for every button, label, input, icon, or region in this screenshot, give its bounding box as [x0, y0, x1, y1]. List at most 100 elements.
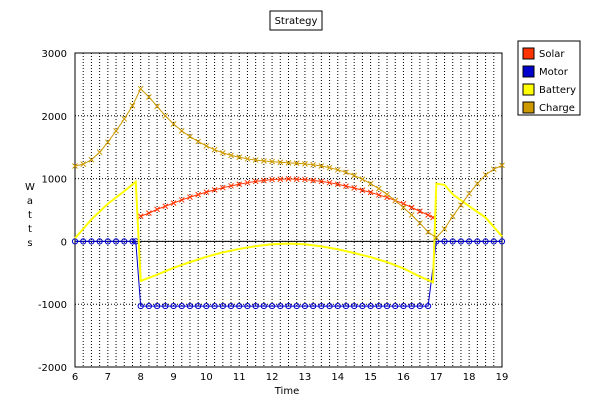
data-point [187, 194, 193, 200]
data-point [261, 158, 267, 164]
x-tick-label: 11 [233, 372, 246, 383]
data-point [203, 143, 210, 149]
data-point [302, 160, 308, 167]
data-point [170, 302, 177, 310]
data-point [499, 162, 505, 169]
data-point [375, 192, 382, 198]
data-point [137, 302, 144, 310]
data-point [400, 204, 407, 211]
series-solar [137, 176, 436, 221]
data-point [219, 149, 226, 156]
y-tick-label: 3000 [42, 49, 67, 60]
y-tick-label: 2000 [42, 112, 67, 123]
data-point [203, 302, 210, 310]
data-point [236, 181, 243, 188]
data-point [334, 166, 341, 173]
data-point [186, 302, 194, 310]
data-point [474, 180, 481, 187]
data-point [466, 190, 473, 197]
data-point [343, 183, 349, 189]
data-point [228, 152, 234, 159]
data-point [228, 182, 234, 189]
data-point [80, 161, 87, 168]
data-point [113, 128, 119, 134]
data-point [219, 302, 226, 310]
data-point [425, 229, 431, 235]
data-point [244, 155, 251, 162]
data-point [277, 159, 284, 166]
data-point [417, 220, 423, 227]
data-point [351, 185, 358, 191]
data-point [129, 238, 136, 245]
series-line-motor [75, 240, 502, 307]
data-point [359, 176, 366, 183]
x-tick-label: 15 [364, 372, 377, 383]
data-point [178, 302, 185, 310]
data-point [351, 302, 358, 310]
data-point [252, 302, 259, 310]
data-point [408, 204, 415, 211]
x-tick-label: 17 [430, 372, 443, 383]
data-point [96, 149, 103, 156]
grid [74, 52, 503, 368]
data-point [400, 302, 407, 310]
data-point [88, 156, 95, 163]
data-point [367, 180, 374, 187]
x-tick-label: 19 [496, 372, 509, 383]
data-point [343, 169, 349, 176]
chart-title: Strategy [275, 16, 318, 27]
data-point [310, 177, 316, 184]
series-line-solar [140, 178, 434, 218]
x-tick-label: 10 [200, 372, 213, 383]
data-point [211, 146, 218, 153]
y-tick-label: 0 [61, 237, 67, 248]
data-point [236, 302, 243, 310]
x-tick-label: 18 [463, 372, 476, 383]
data-point [310, 161, 316, 168]
data-point [326, 302, 333, 310]
data-point [474, 238, 481, 245]
series-layer [71, 85, 506, 310]
data-point [424, 302, 432, 310]
data-point [227, 302, 235, 310]
data-point [112, 238, 120, 245]
title-box [269, 10, 323, 31]
data-point [375, 185, 382, 192]
x-tick-label: 8 [138, 372, 144, 383]
data-point [342, 302, 350, 310]
data-point [293, 160, 300, 167]
data-point [417, 208, 423, 215]
tick-labels: 6 7 8 9 10 11 12 13 14 15 16 17 18 19 -2000 -1000 0 1000 2… [38, 49, 508, 383]
data-point [285, 160, 292, 166]
x-axis-label: Time [274, 386, 299, 397]
data-point [458, 202, 464, 208]
data-point [170, 200, 177, 206]
data-point [261, 177, 267, 184]
data-point [121, 116, 128, 122]
data-point [441, 225, 448, 232]
data-point [457, 238, 465, 245]
data-point [88, 238, 95, 245]
data-point [466, 238, 473, 245]
legend: Solar Motor Battery Charge [517, 40, 581, 116]
data-point [490, 166, 497, 173]
x-tick-label: 14 [331, 372, 344, 383]
data-point [277, 176, 284, 183]
data-point [482, 171, 489, 178]
data-point [211, 187, 218, 193]
x-tick-label: 13 [299, 372, 312, 383]
data-point [326, 164, 333, 171]
data-point [154, 206, 160, 213]
data-point [80, 238, 87, 245]
data-point [252, 157, 259, 163]
x-tick-label: 12 [266, 372, 279, 383]
y-tick-label: -1000 [38, 300, 67, 311]
data-point [293, 302, 300, 310]
data-point [178, 128, 185, 134]
data-point [104, 238, 111, 245]
data-point [195, 191, 202, 198]
legend-label-battery: Battery [539, 85, 576, 96]
data-point [416, 302, 423, 310]
data-point [162, 112, 169, 119]
